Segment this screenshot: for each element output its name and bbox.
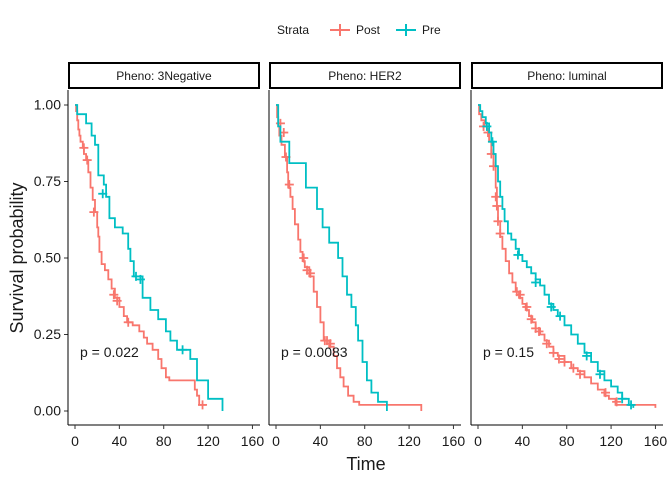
censor-mark-pre (595, 369, 605, 379)
facet-strip (269, 62, 461, 89)
censor-mark-pre (617, 394, 627, 404)
legend-entry-post: Post (330, 23, 381, 37)
x-tick-label: 40 (313, 433, 329, 449)
censor-mark-pre (546, 302, 556, 312)
censor-mark-post (534, 326, 544, 336)
y-tick-label: 0.75 (34, 173, 61, 189)
y-axis: 0.00 0.25 0.50 0.75 1.00 (34, 97, 68, 419)
censor-mark-post (284, 180, 294, 190)
p-value-label: p = 0.0083 (281, 344, 348, 360)
censor-mark-post (548, 348, 558, 358)
facet-strip-label: Pheno: luminal (527, 69, 606, 83)
censor-mark-post (325, 339, 335, 349)
censor-mark-pre (487, 137, 497, 147)
y-axis-title: Survival probability (7, 182, 27, 333)
x-tick-label: 80 (559, 433, 575, 449)
km-curve-pre (276, 104, 388, 411)
y-tick-label: 1.00 (34, 97, 61, 113)
censor-mark-pre (626, 400, 636, 410)
y-tick-label: 0.25 (34, 326, 61, 342)
legend-label-pre: Pre (422, 23, 441, 37)
censor-mark-post (492, 201, 502, 211)
x-tick-label: 80 (156, 433, 172, 449)
censor-mark-post (554, 354, 564, 364)
censor-mark-pre (135, 274, 145, 284)
censor-mark-post (612, 397, 622, 407)
facet-panel: Pheno: luminal 0 40 80 120 160 p = 0.15 (470, 62, 668, 449)
censor-mark-post (515, 290, 525, 300)
censor-mark-post (526, 314, 536, 324)
km-curve-post (276, 104, 423, 411)
censor-mark-post (123, 317, 133, 327)
p-value-label: p = 0.15 (483, 344, 534, 360)
censor-mark-pre (531, 277, 541, 287)
km-curve-pre (75, 104, 224, 411)
x-tick-label: 80 (357, 433, 373, 449)
legend-entry-pre: Pre (396, 23, 441, 37)
censor-mark-pre (482, 121, 492, 131)
censor-mark-pre (513, 250, 523, 260)
x-tick-label: 40 (112, 433, 128, 449)
x-tick-label: 40 (515, 433, 531, 449)
censor-mark-pre (178, 345, 188, 355)
facet-strip-label: Pheno: HER2 (328, 69, 402, 83)
censor-mark-post (82, 155, 92, 165)
x-tick-label: 160 (241, 433, 265, 449)
legend-title: Strata (277, 23, 309, 37)
facet-panel: Pheno: HER2 0 40 80 120 160 p = 0.0083 (268, 62, 466, 449)
censor-mark-post (112, 296, 122, 306)
km-curve-pre (478, 104, 635, 408)
x-tick-label: 160 (442, 433, 466, 449)
censor-mark-post (601, 388, 611, 398)
x-tick-label: 120 (599, 433, 623, 449)
legend-label-post: Post (356, 23, 381, 37)
censor-mark-post (560, 357, 570, 367)
facet-panel: Pheno: 3Negative 0 40 80 120 160 p = 0.022 (67, 62, 265, 449)
x-tick-label: 0 (71, 433, 79, 449)
y-tick-label: 0.00 (34, 403, 61, 419)
x-tick-label: 160 (644, 433, 668, 449)
y-tick-label: 0.50 (34, 250, 61, 266)
censor-mark-post (89, 207, 99, 217)
censor-mark-post (493, 216, 503, 226)
censor-mark-post (568, 363, 578, 373)
x-tick-label: 0 (272, 433, 280, 449)
legend: Strata Post Pre (277, 23, 441, 37)
censor-mark-post (305, 268, 315, 278)
censor-mark-pre (582, 351, 592, 361)
censor-mark-post (491, 192, 501, 202)
x-tick-label: 120 (397, 433, 421, 449)
x-tick-label: 120 (196, 433, 220, 449)
censor-mark-post (575, 369, 585, 379)
censor-mark-post (79, 143, 89, 153)
p-value-label: p = 0.022 (80, 344, 139, 360)
censor-mark-post (542, 339, 552, 349)
censor-mark-post (495, 229, 505, 239)
facet-strip (68, 62, 260, 89)
censor-mark-post (109, 290, 119, 300)
x-axis-title: Time (346, 454, 385, 474)
facet-strip-label: Pheno: 3Negative (116, 69, 212, 83)
censor-mark-pre (98, 189, 108, 199)
censor-mark-post (522, 302, 532, 312)
facet-strip (471, 62, 663, 89)
censor-mark-post (198, 400, 208, 410)
x-tick-label: 0 (474, 433, 482, 449)
censor-mark-pre (555, 311, 565, 321)
censor-mark-post (299, 253, 309, 263)
